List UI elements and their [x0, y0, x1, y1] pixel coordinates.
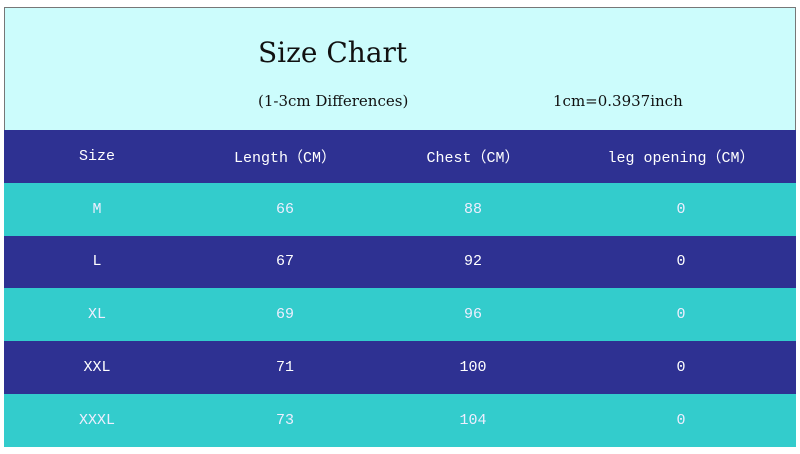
table-cell: 66: [275, 200, 294, 218]
table-cell: 0: [676, 306, 686, 324]
table-row: XL 69 96 0: [4, 288, 796, 342]
table-cell: 100: [459, 359, 487, 377]
table-cell: 104: [459, 411, 487, 429]
table-cell: 0: [676, 253, 686, 271]
table-cell: 73: [275, 411, 294, 429]
column-header: leg opening（CM）: [607, 149, 755, 167]
table-cell: 67: [275, 253, 294, 271]
size-table: Size Length（CM） Chest（CM） leg opening（CM） M 6…: [4, 130, 796, 447]
table-cell: 0: [676, 411, 686, 429]
subtitle: (1-3cm Differences): [258, 92, 409, 110]
table-cell: XL: [87, 306, 106, 324]
table-cell: 71: [275, 359, 294, 377]
column-header: Chest（CM）: [426, 149, 520, 167]
table-cell: 0: [676, 359, 686, 377]
table-row: M 66 88 0: [4, 182, 796, 236]
table-row: L 67 92 0: [4, 235, 796, 289]
table-cell: L: [92, 253, 102, 271]
column-header: Length（CM）: [233, 149, 336, 167]
column-header: Size: [78, 147, 115, 165]
table-cell: XXXL: [78, 411, 115, 429]
table-cell: XXL: [83, 359, 111, 377]
conversion-note: 1cm=0.3937inch: [553, 92, 683, 110]
table-cell: 88: [463, 200, 482, 218]
table-cell: 92: [463, 253, 482, 271]
table-cell: 69: [275, 306, 294, 324]
table-row: XXXL 73 104 0: [4, 393, 796, 447]
table-cell: 96: [463, 306, 482, 324]
title: Size Chart: [258, 36, 408, 69]
header-row: Size Length（CM） Chest（CM） leg opening（CM）: [4, 130, 796, 183]
table-row: XXL 71 100 0: [4, 341, 796, 394]
table-cell: 0: [676, 200, 686, 218]
header: Size Chart (1-3cm Differences) 1cm=0.393…: [4, 7, 796, 131]
table-cell: M: [92, 200, 102, 218]
